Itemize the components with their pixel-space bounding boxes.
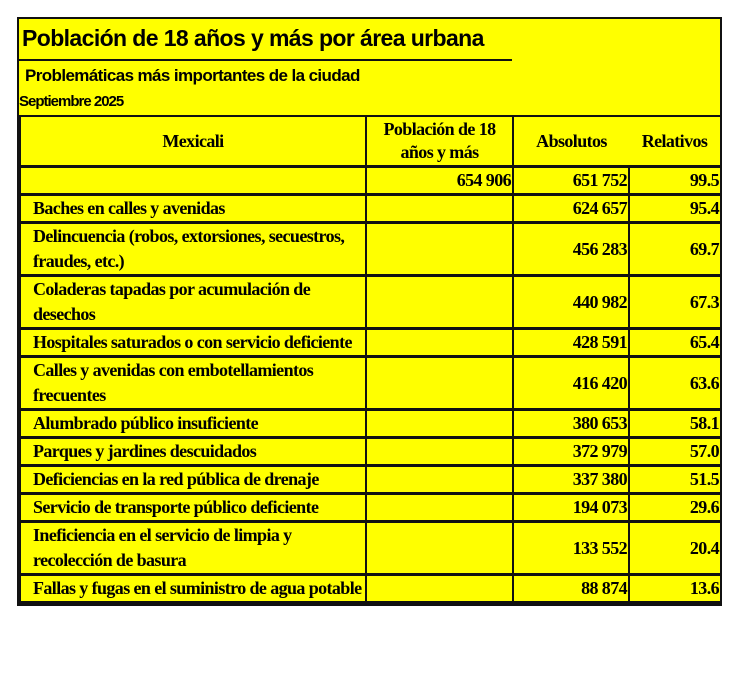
- row-relative: 20.4: [628, 520, 722, 576]
- row-label: Servicio de transporte público deficient…: [19, 492, 367, 523]
- table-row: Deficiencias en la red pública de drenaj…: [19, 464, 722, 495]
- row-absolute: 428 591: [512, 327, 630, 358]
- header-absolute: Absolutos: [512, 115, 629, 168]
- row-population: [365, 464, 514, 495]
- header-row: Mexicali Población de 18 años y más Abso…: [19, 115, 722, 168]
- row-absolute: 456 283: [512, 221, 630, 277]
- row-absolute: 337 380: [512, 464, 630, 495]
- row-label: Deficiencias en la red pública de drenaj…: [19, 464, 367, 495]
- row-relative: 63.6: [628, 355, 722, 411]
- row-label: Coladeras tapadas por acumulación de des…: [19, 274, 367, 330]
- table-row: Calles y avenidas con embotellamientos f…: [19, 355, 722, 411]
- row-relative: 13.6: [628, 573, 722, 604]
- row-label: Delincuencia (robos, extorsiones, secues…: [19, 221, 367, 277]
- row-relative: 69.7: [628, 221, 722, 277]
- header-population: Población de 18 años y más: [365, 115, 514, 168]
- row-population: [365, 355, 514, 411]
- row-label: Fallas y fugas en el suministro de agua …: [19, 573, 367, 604]
- table-row: Coladeras tapadas por acumulación de des…: [19, 274, 722, 330]
- table-row: Parques y jardines descuidados 372 979 57.…: [19, 436, 722, 467]
- row-absolute: 380 653: [512, 408, 630, 439]
- row-relative: 67.3: [628, 274, 722, 330]
- table-row: Hospitales saturados o con servicio defi…: [19, 327, 722, 358]
- row-label: Calles y avenidas con embotellamientos f…: [19, 355, 367, 411]
- table-subtitle: Problemáticas más importantes de la ciud…: [25, 66, 360, 85]
- row-absolute: 416 420: [512, 355, 630, 411]
- row-population: [365, 193, 514, 224]
- row-population: [365, 274, 514, 330]
- row-absolute: 372 979: [512, 436, 630, 467]
- row-population: [365, 436, 514, 467]
- row-population: [365, 492, 514, 523]
- row-label: Alumbrado público insuficiente: [19, 408, 367, 439]
- total-label: [19, 165, 367, 196]
- header-relative: Relativos: [629, 115, 722, 168]
- row-population: [365, 520, 514, 576]
- data-table-panel: Población de 18 años y más por área urba…: [17, 17, 722, 606]
- table-date: Septiembre 2025: [19, 93, 124, 110]
- row-population: [365, 408, 514, 439]
- row-label: Ineficiencia en el servicio de limpia y …: [19, 520, 367, 576]
- row-absolute: 88 874: [512, 573, 630, 604]
- table-row: Servicio de transporte público deficient…: [19, 492, 722, 523]
- row-label: Parques y jardines descuidados: [19, 436, 367, 467]
- row-relative: 95.4: [628, 193, 722, 224]
- problems-table: Mexicali Población de 18 años y más Abso…: [19, 115, 722, 604]
- row-label: Hospitales saturados o con servicio defi…: [19, 327, 367, 358]
- total-population: 654 906: [365, 165, 514, 196]
- row-absolute: 133 552: [512, 520, 630, 576]
- row-population: [365, 327, 514, 358]
- header-area: Mexicali: [19, 115, 367, 168]
- row-population: [365, 573, 514, 604]
- table-row: Fallas y fugas en el suministro de agua …: [19, 573, 722, 604]
- total-absolute: 651 752: [512, 165, 630, 196]
- row-relative: 57.0: [628, 436, 722, 467]
- table-row: Ineficiencia en el servicio de limpia y …: [19, 520, 722, 576]
- row-relative: 65.4: [628, 327, 722, 358]
- row-absolute: 194 073: [512, 492, 630, 523]
- row-relative: 51.5: [628, 464, 722, 495]
- row-relative: 58.1: [628, 408, 722, 439]
- total-row: 654 906 651 752 99.5: [19, 165, 722, 196]
- title-divider: [19, 59, 512, 61]
- row-absolute: 440 982: [512, 274, 630, 330]
- table-row: Baches en calles y avenidas 624 657 95.4: [19, 193, 722, 224]
- table-title: Población de 18 años y más por área urba…: [22, 25, 484, 51]
- row-absolute: 624 657: [512, 193, 630, 224]
- table-row: Delincuencia (robos, extorsiones, secues…: [19, 221, 722, 277]
- row-relative: 29.6: [628, 492, 722, 523]
- table-row: Alumbrado público insuficiente 380 653 58.…: [19, 408, 722, 439]
- row-label: Baches en calles y avenidas: [19, 193, 367, 224]
- total-relative: 99.5: [628, 165, 722, 196]
- row-population: [365, 221, 514, 277]
